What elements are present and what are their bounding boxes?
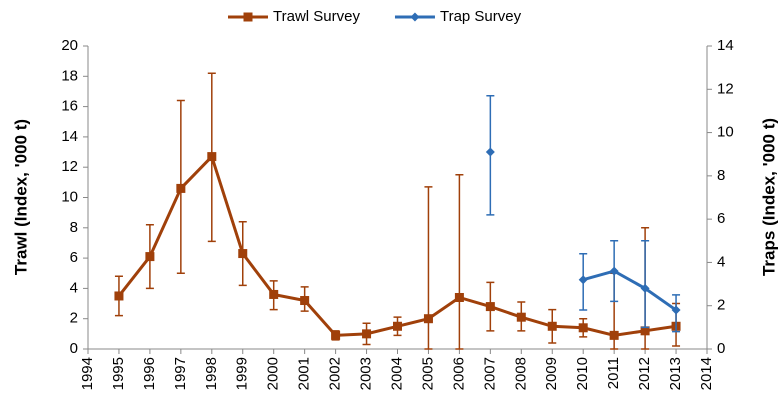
y2-tick-label: 10 [717,124,734,141]
marker [269,289,279,299]
y-tick-label: 10 [61,188,78,205]
series-line [582,269,677,312]
y-tick-label: 2 [70,310,78,327]
error-bar [424,186,433,350]
marker [578,275,588,285]
x-tick-label: 2008 [512,357,529,390]
y-tick-label: 18 [61,67,78,84]
marker [640,283,650,293]
marker [300,296,310,306]
marker [485,147,495,157]
error-bar [455,174,464,350]
legend-marker [410,12,420,22]
x-tick-label: 2003 [358,357,375,390]
y-tick-label: 4 [70,279,78,296]
x-tick-label: 2011 [605,357,622,389]
x-tick-label: 2009 [543,357,560,390]
marker [578,323,588,333]
x-tick-label: 2006 [450,357,467,390]
x-tick-label: 2014 [698,357,715,390]
y2-tick-label: 6 [717,210,725,227]
x-tick-label: 1995 [110,357,127,390]
marker [609,330,619,340]
marker [516,312,526,322]
marker [393,321,402,331]
x-tick-label: 2002 [327,357,344,390]
x-tick-label: 2007 [481,357,498,390]
x-tick-label: 2004 [388,357,405,390]
y-tick-label: 16 [61,98,78,115]
y2-tick-label: 4 [717,253,725,270]
y2-tick-label: 12 [717,80,734,97]
x-tick-label: 2012 [636,357,653,390]
x-tick-label: 1999 [234,357,251,390]
x-tick-label: 2000 [265,357,282,390]
marker [145,252,155,262]
marker [176,183,186,193]
y2-tick-label: 14 [717,37,734,54]
marker [362,329,372,339]
marker [547,321,557,331]
marker [485,302,495,312]
marker [423,314,433,324]
y-tick-label: 12 [61,158,78,175]
x-tick-label: 2010 [574,357,591,390]
y2-tick-label: 8 [717,167,725,184]
x-tick-label: 2005 [419,357,436,390]
y2-tick-label: 2 [717,297,725,314]
marker [609,266,619,276]
series-line [117,153,677,337]
marker [331,330,341,340]
legend-label: Trap Survey [440,8,522,25]
marker [114,291,124,301]
legend-marker [243,12,253,22]
x-tick-label: 1998 [203,357,220,390]
legend-label: Trawl Survey [273,8,360,25]
marker [207,152,217,162]
marker [671,305,681,315]
y2-axis-title: Traps (Index, '000 t) [759,118,778,276]
marker [454,292,464,302]
y-tick-label: 8 [70,219,78,236]
x-tick-label: 2013 [667,357,684,390]
x-tick-label: 1996 [141,357,158,390]
y-tick-label: 0 [70,340,78,357]
marker [640,326,650,336]
y-tick-label: 20 [61,37,78,54]
y-tick-label: 6 [70,249,78,266]
x-tick-label: 2001 [296,357,313,390]
x-tick-label: 1994 [79,357,96,390]
y-axis-title: Trawl (Index, '000 t) [11,119,30,275]
y2-tick-label: 0 [717,340,725,357]
x-tick-label: 1997 [172,357,189,390]
y-tick-label: 14 [61,128,78,145]
marker [238,249,248,259]
